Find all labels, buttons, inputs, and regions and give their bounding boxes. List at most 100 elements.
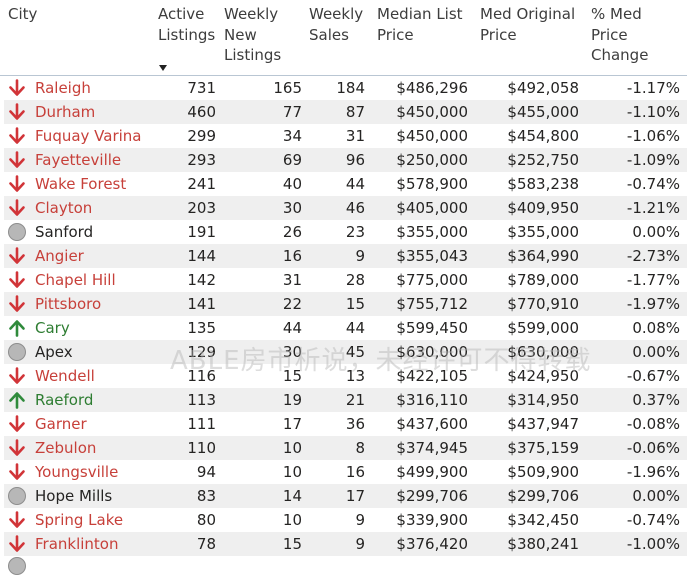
table-row[interactable]: Sanford 191 26 23 $355,000 $355,000 0.00% — [4, 220, 687, 244]
med-original-price-cell: $583,238 — [507, 175, 579, 193]
city-cell: Raleigh — [35, 79, 91, 97]
arrow-down-icon — [8, 271, 26, 289]
med-original-price-cell: $364,990 — [507, 247, 579, 265]
table-row[interactable]: Wendell 116 15 13 $422,105 $424,950 -0.67% — [4, 364, 687, 388]
header-line: Price — [377, 25, 414, 44]
pct-price-change-cell: -0.67% — [626, 367, 680, 385]
table-row[interactable]: Youngsville 94 10 16 $499,900 $509,900 -1.96% — [4, 460, 687, 484]
pct-price-change-cell: 0.00% — [632, 343, 680, 361]
median-list-price-cell: $450,000 — [396, 127, 468, 145]
table-row[interactable]: Clayton 203 30 46 $405,000 $409,950 -1.21% — [4, 196, 687, 220]
med-original-price-cell: $437,947 — [507, 415, 579, 433]
neutral-circle-icon — [8, 557, 26, 575]
arrow-down-icon — [8, 367, 26, 385]
pct-price-change-cell: 0.00% — [632, 223, 680, 241]
arrow-down-icon — [8, 511, 26, 529]
median-list-price-cell: $499,900 — [396, 463, 468, 481]
weekly-new-listings-cell: 10 — [282, 511, 302, 529]
med-original-price-cell: $455,000 — [507, 103, 579, 121]
table-row[interactable]: Angier 144 16 9 $355,043 $364,990 -2.73% — [4, 244, 687, 268]
median-list-price-cell: $630,000 — [396, 343, 468, 361]
header-line: Weekly — [309, 5, 364, 23]
arrow-down-icon — [8, 247, 26, 265]
table-row[interactable]: Hope Mills 83 14 17 $299,706 $299,706 0.00% — [4, 484, 687, 508]
pct-price-change-cell: -1.17% — [626, 79, 680, 97]
column-header-med-original-price[interactable]: Med Original Price — [480, 4, 575, 45]
active-listings-cell: 129 — [187, 343, 216, 361]
median-list-price-cell: $355,043 — [396, 247, 468, 265]
table-row[interactable]: Cary 135 44 44 $599,450 $599,000 0.08% — [4, 316, 687, 340]
median-list-price-cell: $355,000 — [396, 223, 468, 241]
table-row[interactable]: Wake Forest 241 40 44 $578,900 $583,238 -0.74% — [4, 172, 687, 196]
med-original-price-cell: $789,000 — [507, 271, 579, 289]
median-list-price-cell: $405,000 — [396, 199, 468, 217]
column-header-pct-med-price-change[interactable]: % Med Price Change — [591, 4, 648, 66]
weekly-sales-cell: 44 — [345, 319, 365, 337]
city-cell: Fayetteville — [35, 151, 122, 169]
table-row[interactable]: Fayetteville 293 69 96 $250,000 $252,750 -1.09… — [4, 148, 687, 172]
pct-price-change-cell: -0.08% — [626, 415, 680, 433]
listings-table: City Active Listings Weekly New Listings… — [0, 4, 687, 575]
weekly-sales-cell: 15 — [345, 295, 365, 313]
active-listings-cell: 80 — [196, 511, 216, 529]
pct-price-change-cell: -1.21% — [626, 199, 680, 217]
neutral-circle-icon — [8, 343, 26, 361]
column-header-weekly-new-listings[interactable]: Weekly New Listings — [224, 4, 281, 66]
med-original-price-cell: $375,159 — [507, 439, 579, 457]
table-row[interactable]: Raeford 113 19 21 $316,110 $314,950 0.37% — [4, 388, 687, 412]
arrow-down-icon — [8, 415, 26, 433]
weekly-sales-cell: 184 — [336, 79, 365, 97]
arrow-down-icon — [8, 103, 26, 121]
weekly-sales-cell: 21 — [345, 391, 365, 409]
sort-descending-icon[interactable] — [159, 65, 167, 71]
median-list-price-cell: $339,900 — [396, 511, 468, 529]
weekly-new-listings-cell: 10 — [282, 439, 302, 457]
median-list-price-cell: $450,000 — [396, 103, 468, 121]
median-list-price-cell: $775,000 — [396, 271, 468, 289]
city-cell: Angier — [35, 247, 84, 265]
active-listings-cell: 110 — [187, 439, 216, 457]
table-row[interactable]: Raleigh 731 165 184 $486,296 $492,058 -1.17% — [4, 76, 687, 100]
active-listings-cell: 299 — [187, 127, 216, 145]
weekly-new-listings-cell: 40 — [282, 175, 302, 193]
table-row[interactable]: Chapel Hill 142 31 28 $775,000 $789,000 -1.77% — [4, 268, 687, 292]
active-listings-cell: 191 — [187, 223, 216, 241]
city-cell: Franklinton — [35, 535, 119, 553]
weekly-new-listings-cell: 19 — [282, 391, 302, 409]
table-row[interactable]: Apex 129 30 45 $630,000 $630,000 0.00% — [4, 340, 687, 364]
column-header-median-list-price[interactable]: Median List Price — [377, 4, 463, 45]
column-header-weekly-sales[interactable]: Weekly Sales — [309, 4, 363, 45]
weekly-new-listings-cell: 44 — [282, 319, 302, 337]
med-original-price-cell: $770,910 — [507, 295, 579, 313]
table-row[interactable]: Spring Lake 80 10 9 $339,900 $342,450 -0.74% — [4, 508, 687, 532]
city-cell: Youngsville — [35, 463, 119, 481]
city-cell: Chapel Hill — [35, 271, 116, 289]
arrow-down-icon — [8, 439, 26, 457]
median-list-price-cell: $376,420 — [396, 535, 468, 553]
table-row[interactable]: Zebulon 110 10 8 $374,945 $375,159 -0.06% — [4, 436, 687, 460]
weekly-new-listings-cell: 34 — [282, 127, 302, 145]
table-row[interactable]: Durham 460 77 87 $450,000 $455,000 -1.10% — [4, 100, 687, 124]
header-line: Listings — [158, 25, 216, 44]
weekly-sales-cell: 13 — [345, 367, 365, 385]
header-line: Listings — [224, 46, 282, 64]
column-header-active-listings[interactable]: Active Listings — [158, 4, 215, 45]
median-list-price-cell: $599,450 — [396, 319, 468, 337]
median-list-price-cell: $250,000 — [396, 151, 468, 169]
table-row[interactable]: Franklinton 78 15 9 $376,420 $380,241 -1.00% — [4, 532, 687, 556]
active-listings-cell: 144 — [187, 247, 216, 265]
weekly-sales-cell: 44 — [345, 175, 365, 193]
city-cell: Garner — [35, 415, 87, 433]
table-row[interactable]: Garner 111 17 36 $437,600 $437,947 -0.08% — [4, 412, 687, 436]
med-original-price-cell: $252,750 — [507, 151, 579, 169]
table-row[interactable]: Fuquay Varina 299 34 31 $450,000 $454,800 -1.0… — [4, 124, 687, 148]
header-line: Change — [591, 46, 649, 64]
column-header-city[interactable]: City — [8, 5, 38, 23]
med-original-price-cell: $509,900 — [507, 463, 579, 481]
city-cell: Apex — [35, 343, 73, 361]
med-original-price-cell: $355,000 — [507, 223, 579, 241]
weekly-sales-cell: 36 — [345, 415, 365, 433]
med-original-price-cell: $454,800 — [507, 127, 579, 145]
table-row[interactable]: Pittsboro 141 22 15 $755,712 $770,910 -1.97% — [4, 292, 687, 316]
weekly-sales-cell: 16 — [345, 463, 365, 481]
